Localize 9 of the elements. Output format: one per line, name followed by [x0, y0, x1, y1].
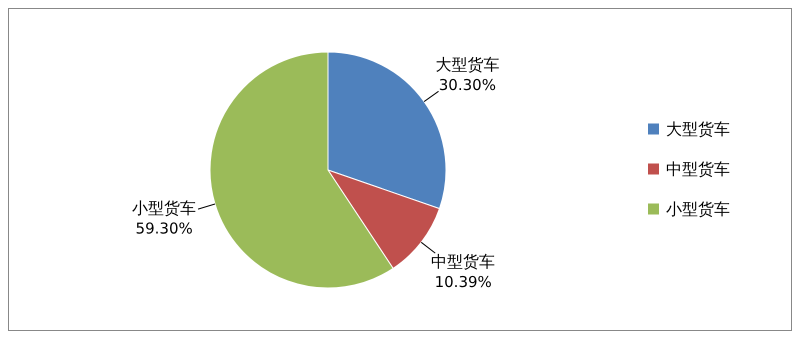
data-label: 10.39% — [434, 273, 492, 292]
data-label: 30.30% — [438, 76, 496, 94]
slice-label: 小型货车 — [132, 198, 196, 218]
legend-label: 小型货车 — [666, 200, 730, 218]
legend-label: 中型货车 — [666, 160, 730, 178]
slice-label: 大型货车 — [435, 55, 500, 74]
legend-label: 大型货车 — [666, 120, 730, 138]
slice-label: 中型货车 — [431, 252, 496, 272]
data-label: 59.30% — [136, 220, 193, 238]
